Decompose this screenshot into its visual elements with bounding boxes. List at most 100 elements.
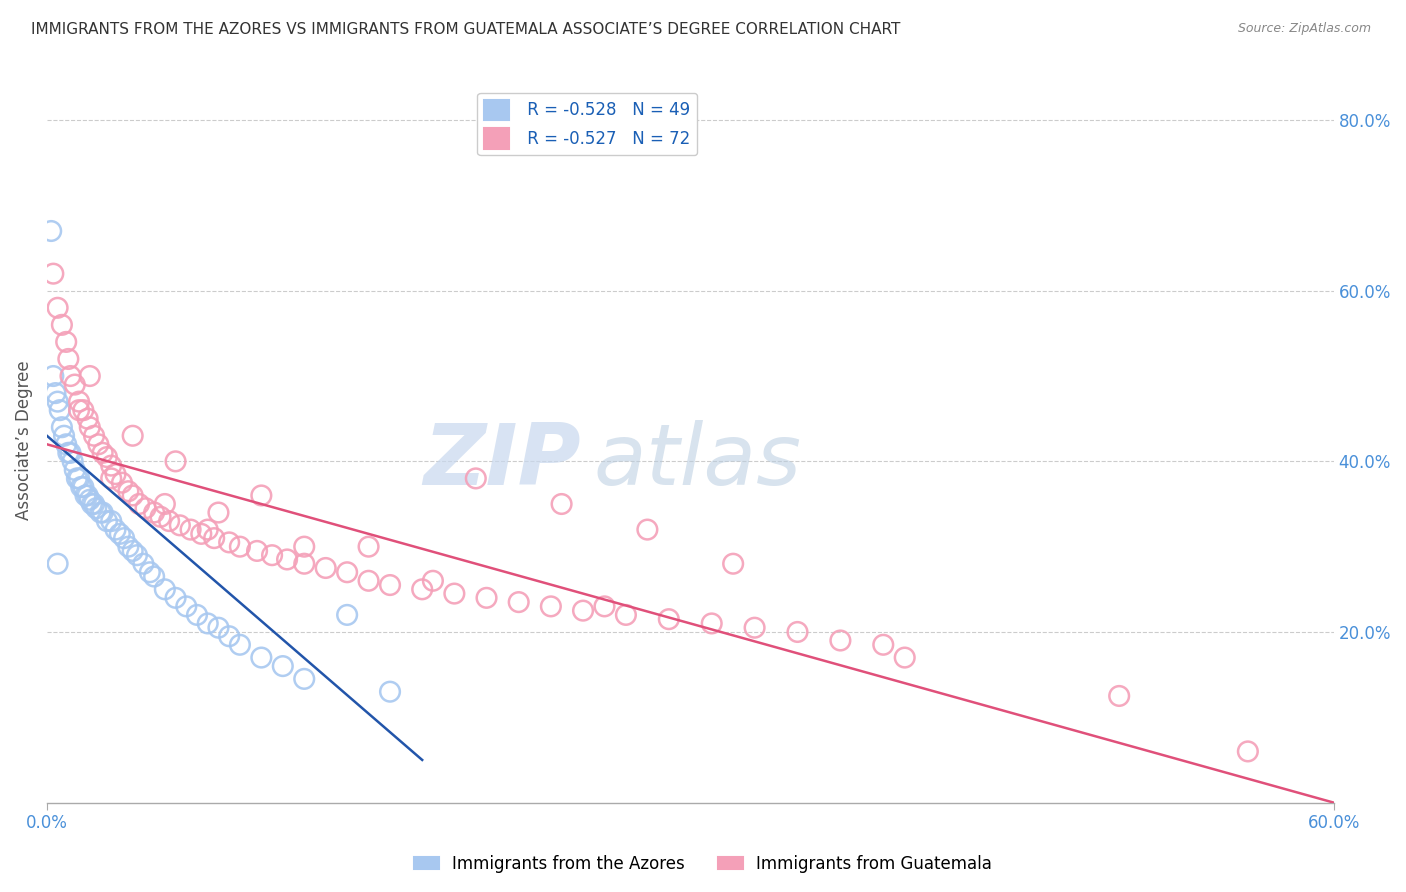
- Point: [786, 624, 808, 639]
- Point: [108, 526, 131, 541]
- Point: [91, 506, 114, 520]
- Point: [121, 488, 143, 502]
- Point: [872, 638, 894, 652]
- Point: [218, 629, 240, 643]
- Point: [100, 458, 122, 473]
- Point: [42, 267, 65, 281]
- Point: [70, 480, 93, 494]
- Point: [135, 501, 157, 516]
- Point: [58, 446, 80, 460]
- Point: [96, 514, 118, 528]
- Point: [121, 544, 143, 558]
- Point: [658, 612, 681, 626]
- Point: [132, 557, 155, 571]
- Point: [58, 351, 80, 366]
- Point: [229, 540, 252, 554]
- Point: [614, 607, 637, 622]
- Point: [229, 638, 252, 652]
- Point: [1237, 744, 1260, 758]
- Point: [67, 471, 90, 485]
- Point: [508, 595, 530, 609]
- Point: [89, 506, 111, 520]
- Point: [197, 523, 219, 537]
- Point: [72, 403, 94, 417]
- Point: [464, 471, 486, 485]
- Point: [121, 429, 143, 443]
- Point: [91, 446, 114, 460]
- Point: [76, 488, 98, 502]
- Point: [550, 497, 572, 511]
- Point: [100, 471, 122, 485]
- Point: [125, 548, 148, 562]
- Point: [593, 599, 616, 614]
- Point: [59, 369, 82, 384]
- Point: [174, 599, 197, 614]
- Point: [197, 616, 219, 631]
- Point: [292, 672, 315, 686]
- Point: [46, 557, 69, 571]
- Point: [207, 621, 229, 635]
- Point: [128, 497, 150, 511]
- Point: [186, 607, 208, 622]
- Point: [315, 561, 337, 575]
- Point: [79, 492, 101, 507]
- Point: [157, 514, 180, 528]
- Point: [443, 586, 465, 600]
- Point: [59, 446, 82, 460]
- Point: [96, 450, 118, 464]
- Point: [67, 394, 90, 409]
- Point: [378, 578, 401, 592]
- Point: [51, 318, 73, 332]
- Point: [53, 429, 76, 443]
- Point: [149, 509, 172, 524]
- Point: [63, 377, 86, 392]
- Point: [202, 531, 225, 545]
- Text: atlas: atlas: [593, 420, 801, 503]
- Point: [46, 301, 69, 315]
- Point: [411, 582, 433, 597]
- Point: [378, 684, 401, 698]
- Point: [139, 566, 162, 580]
- Point: [55, 334, 77, 349]
- Point: [67, 403, 90, 417]
- Point: [207, 506, 229, 520]
- Point: [87, 437, 110, 451]
- Point: [83, 497, 105, 511]
- Point: [422, 574, 444, 588]
- Point: [49, 403, 72, 417]
- Point: [117, 484, 139, 499]
- Point: [700, 616, 723, 631]
- Point: [271, 659, 294, 673]
- Point: [117, 540, 139, 554]
- Point: [262, 548, 284, 562]
- Point: [830, 633, 852, 648]
- Point: [250, 650, 273, 665]
- Point: [1108, 689, 1130, 703]
- Point: [357, 574, 380, 588]
- Point: [62, 454, 84, 468]
- Point: [72, 480, 94, 494]
- Point: [292, 540, 315, 554]
- Point: [63, 463, 86, 477]
- Point: [79, 420, 101, 434]
- Point: [100, 514, 122, 528]
- Point: [83, 429, 105, 443]
- Legend:  R = -0.528   N = 49,  R = -0.527   N = 72: R = -0.528 N = 49, R = -0.527 N = 72: [478, 93, 697, 155]
- Point: [66, 471, 89, 485]
- Point: [80, 497, 103, 511]
- Y-axis label: Associate’s Degree: Associate’s Degree: [15, 360, 32, 520]
- Text: ZIP: ZIP: [423, 420, 581, 503]
- Point: [75, 488, 97, 502]
- Point: [143, 506, 166, 520]
- Point: [276, 552, 298, 566]
- Text: Source: ZipAtlas.com: Source: ZipAtlas.com: [1237, 22, 1371, 36]
- Point: [893, 650, 915, 665]
- Point: [180, 523, 202, 537]
- Point: [357, 540, 380, 554]
- Point: [104, 523, 127, 537]
- Point: [51, 420, 73, 434]
- Point: [721, 557, 744, 571]
- Point: [572, 604, 595, 618]
- Point: [218, 535, 240, 549]
- Point: [292, 557, 315, 571]
